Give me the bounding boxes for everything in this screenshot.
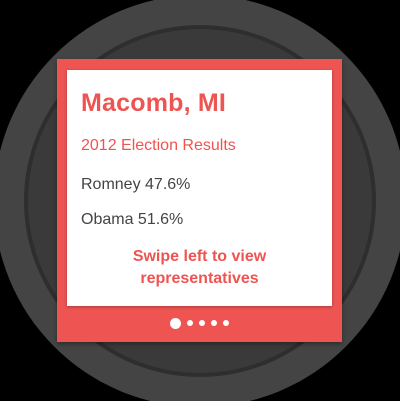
page-dot <box>223 320 229 326</box>
card-frame[interactable]: Macomb, MI 2012 Election Results Romney … <box>57 59 342 342</box>
election-card[interactable]: Macomb, MI 2012 Election Results Romney … <box>67 70 332 306</box>
result-obama: Obama 51.6% <box>81 211 184 228</box>
page-dot <box>199 320 205 326</box>
page-dot <box>211 320 217 326</box>
page-dot-active <box>170 317 181 329</box>
swipe-hint-line1: Swipe left to view <box>132 248 267 265</box>
page-dot <box>187 320 193 326</box>
card-title: Macomb, MI <box>81 89 227 117</box>
page-indicator <box>57 315 342 331</box>
card-subtitle: 2012 Election Results <box>81 137 236 154</box>
swipe-hint-line2: representatives <box>140 270 259 287</box>
swipe-hint: Swipe left to view representatives <box>67 246 332 290</box>
result-romney: Romney 47.6% <box>81 176 191 193</box>
